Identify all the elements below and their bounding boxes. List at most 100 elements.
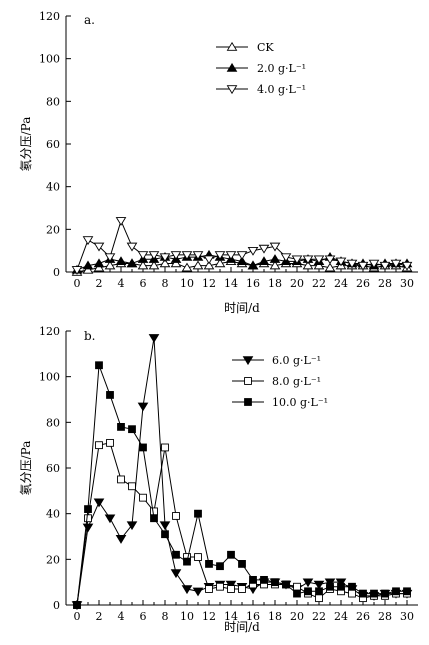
data-point [172,550,180,559]
data-point [172,512,180,520]
data-point [293,589,301,598]
legend-marker [242,356,254,366]
y-tick-label: 20 [46,553,60,566]
y-tick-label: 40 [46,181,60,194]
data-point [181,262,193,272]
data-point [117,423,125,431]
data-point [181,251,193,261]
data-point [335,257,347,267]
data-point [205,560,213,568]
series-6-0-g-l [71,334,413,611]
x-tick-label: 20 [290,610,304,623]
data-point [203,255,215,265]
data-point [71,266,83,275]
series-10-0-g-l [73,361,411,609]
data-point [227,550,235,559]
data-point [313,255,325,265]
data-point [236,256,248,266]
legend-marker [226,41,238,51]
x-tick-label: 12 [202,610,216,623]
legend-marker [226,62,238,72]
x-tick-label: 6 [140,277,147,290]
data-point [236,251,248,261]
data-point [280,253,292,263]
legend-entry-8-0-g-l: 8.0 g·L⁻¹ [232,375,321,388]
data-point [324,262,336,272]
data-point [73,601,81,609]
data-point [392,587,400,596]
data-point [104,514,116,524]
x-tick-label: 0 [74,277,81,290]
y-tick-label: 120 [39,10,60,23]
x-tick-label: 14 [224,610,238,623]
data-point [370,589,378,598]
data-point [93,498,105,508]
data-point [137,260,149,270]
data-point [159,253,171,263]
data-point [238,585,246,593]
data-point [214,251,226,261]
data-point [93,242,105,252]
y-tick-label: 20 [46,223,60,236]
data-point [302,255,314,265]
data-point [194,509,202,518]
data-point [403,587,411,596]
x-tick-label: 6 [140,610,147,623]
x-tick-label: 12 [202,277,216,290]
series-line [76,442,407,606]
data-point [324,578,336,588]
data-point [225,251,237,261]
data-point [137,402,149,412]
x-tick-label: 16 [246,610,260,623]
data-point [106,391,114,399]
x-axis-label: 时间/d [224,620,260,634]
y-tick-label: 80 [46,95,60,108]
data-point [192,587,204,597]
legend-label: 6.0 g·L⁻¹ [272,354,321,367]
data-point [170,569,182,579]
series-4-0-g-l [71,217,413,275]
data-point [126,521,138,531]
x-tick-label: 22 [312,277,326,290]
data-point [214,258,226,268]
y-tick-label: 60 [46,138,60,151]
x-tick-label: 24 [334,610,348,623]
data-point [381,589,389,598]
y-tick-label: 0 [53,599,60,612]
data-point [203,260,215,270]
data-point [82,260,94,270]
legend-marker [244,398,252,406]
data-point [269,260,281,270]
x-tick-label: 20 [290,277,304,290]
data-point [390,259,402,269]
x-tick-label: 30 [400,277,414,290]
x-tick-label: 14 [224,277,238,290]
legend-label: 10.0 g·L⁻¹ [272,396,328,409]
data-point [84,514,92,523]
x-tick-label: 0 [74,610,81,623]
data-point [139,493,147,502]
data-point [82,523,94,533]
data-point [192,260,204,270]
data-point [368,259,380,269]
data-point [401,261,413,271]
legend-label: 8.0 g·L⁻¹ [272,375,321,388]
x-tick-label: 2 [96,277,103,290]
data-point [170,258,182,268]
data-point [225,580,237,590]
legend-entry-2-0-g-l: 2.0 g·L⁻¹ [216,62,306,75]
data-point [346,259,358,269]
data-point [324,255,336,265]
x-tick-label: 28 [378,610,392,623]
legend-entry-4-0-g-l: 4.0 g·L⁻¹ [216,83,306,96]
data-point [128,425,136,434]
data-point [148,251,160,261]
data-point [159,521,171,531]
y-tick-label: 60 [46,462,60,475]
data-point [205,585,213,593]
data-point [161,530,169,539]
